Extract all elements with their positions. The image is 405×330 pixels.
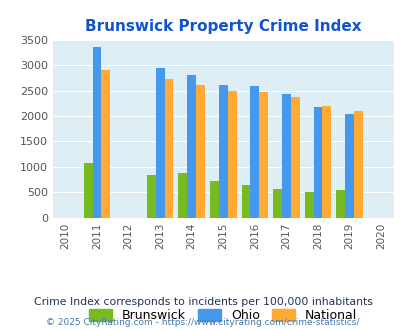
Bar xyxy=(241,185,250,218)
Bar xyxy=(92,47,101,218)
Bar xyxy=(250,86,259,218)
Legend: Brunswick, Ohio, National: Brunswick, Ohio, National xyxy=(84,304,361,327)
Bar xyxy=(281,94,290,218)
Bar xyxy=(83,163,92,218)
Bar xyxy=(344,114,353,218)
Text: Crime Index corresponds to incidents per 100,000 inhabitants: Crime Index corresponds to incidents per… xyxy=(34,297,371,307)
Bar xyxy=(164,79,173,218)
Bar xyxy=(259,91,267,218)
Bar xyxy=(273,189,281,218)
Bar xyxy=(178,173,187,218)
Bar xyxy=(187,75,196,218)
Bar xyxy=(196,85,205,218)
Bar xyxy=(101,70,110,218)
Title: Brunswick Property Crime Index: Brunswick Property Crime Index xyxy=(85,19,361,34)
Bar xyxy=(353,111,362,218)
Bar xyxy=(304,192,313,218)
Bar xyxy=(322,106,330,218)
Bar xyxy=(227,90,236,218)
Text: © 2025 CityRating.com - https://www.cityrating.com/crime-statistics/: © 2025 CityRating.com - https://www.city… xyxy=(46,318,359,327)
Bar xyxy=(156,68,164,218)
Bar xyxy=(147,175,156,218)
Bar xyxy=(209,181,218,218)
Bar xyxy=(218,85,227,218)
Bar xyxy=(290,97,299,218)
Bar xyxy=(313,107,322,218)
Bar xyxy=(335,190,344,218)
